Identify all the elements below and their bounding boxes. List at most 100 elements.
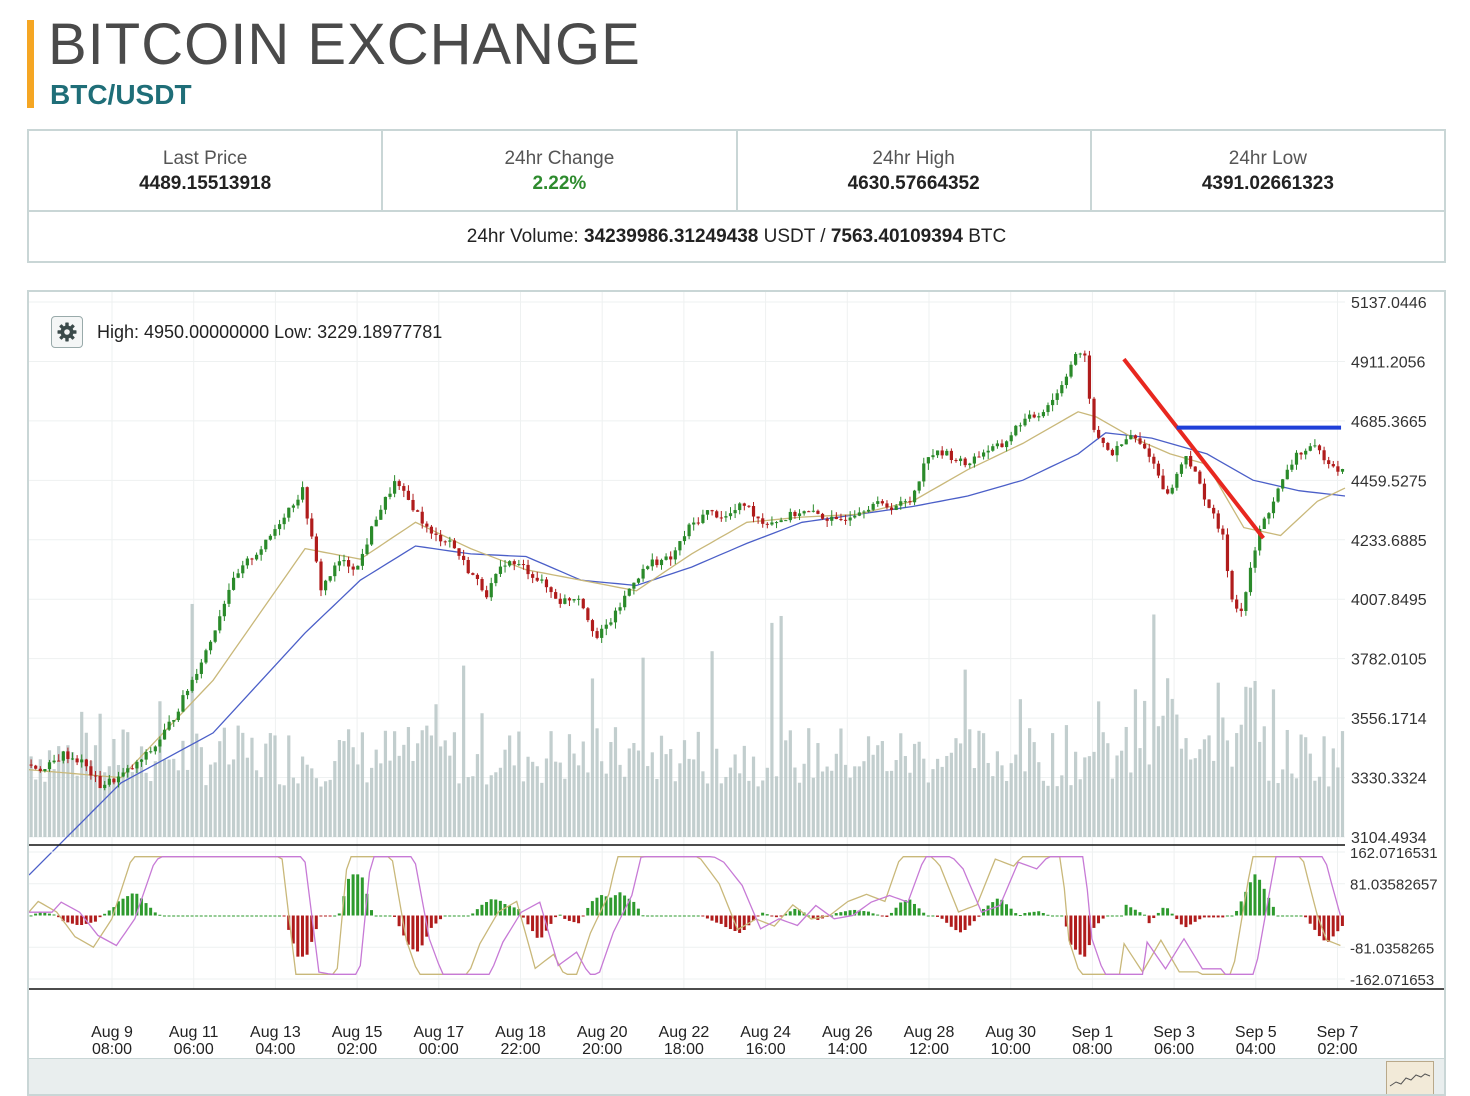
macd-histogram: [29, 874, 1344, 957]
macd-histogram-bar: [696, 915, 700, 917]
candle-body: [954, 460, 958, 462]
candle-body: [1216, 513, 1220, 529]
volume-bar: [738, 773, 742, 837]
chart-canvas[interactable]: 5137.0446 4911.2056 4685.3665 4459.5275 4233…: [29, 292, 1446, 1058]
volume-bar: [1106, 743, 1110, 837]
volume-bar: [1258, 741, 1262, 837]
volume-bar: [1166, 678, 1170, 837]
x-axis-time-label: 06:00: [1154, 1041, 1194, 1058]
macd-histogram-bar: [181, 915, 185, 917]
candle-body: [57, 760, 61, 762]
macd-histogram-bar: [535, 915, 539, 938]
macd-histogram-bar: [701, 915, 705, 917]
candle-body: [300, 487, 305, 500]
volume-bar: [1202, 739, 1207, 837]
x-axis-time-label: 02:00: [337, 1041, 377, 1058]
macd-histogram-bar: [678, 915, 682, 917]
candle-body: [406, 490, 411, 500]
macd-histogram-bar: [1106, 915, 1110, 917]
macd-histogram-bar: [1184, 915, 1188, 928]
macd-histogram-bar: [1156, 912, 1160, 916]
volume-bar: [52, 769, 56, 837]
volume-bar: [425, 725, 429, 837]
macd-histogram-bar: [609, 897, 613, 916]
macd-histogram-bar: [448, 915, 452, 917]
candle-body: [34, 765, 38, 769]
candle-body: [310, 518, 314, 537]
volume-bar: [47, 750, 52, 837]
volume-bar: [949, 752, 953, 837]
candle-body: [153, 746, 157, 752]
volume-bar: [678, 763, 682, 837]
macd-histogram-bar: [489, 899, 493, 916]
macd-histogram-bar: [894, 907, 898, 916]
stat-value: 4630.57664352: [847, 173, 980, 194]
candle-body: [531, 574, 535, 578]
volume-usdt-unit: USDT /: [763, 226, 826, 247]
candle-body: [231, 577, 236, 590]
volume-bar: [185, 769, 190, 837]
volume-bar: [728, 767, 733, 837]
candle-body: [374, 519, 378, 527]
macd-histogram-bar: [158, 914, 162, 916]
volume-bar: [1248, 687, 1253, 837]
candle-body: [682, 536, 687, 542]
volume-bar: [287, 735, 291, 837]
volume-bar: [1101, 732, 1105, 837]
candle-body: [940, 450, 944, 456]
candle-body: [517, 564, 521, 566]
x-axis-time-label: 04:00: [255, 1041, 295, 1058]
macd-histogram-bar: [1004, 904, 1008, 916]
macd-histogram-bar: [471, 913, 475, 916]
volume-bar: [383, 730, 388, 837]
volume-bar: [411, 760, 415, 837]
x-axis-time-label: 12:00: [909, 1041, 949, 1058]
macd-histogram-bar: [646, 915, 650, 917]
candle-body: [797, 513, 802, 517]
candle-body: [498, 566, 503, 574]
macd-histogram-bar: [38, 911, 42, 916]
macd-axis-label: -162.071653: [1350, 972, 1434, 989]
macd-histogram-bar: [931, 915, 935, 917]
volume-bar: [889, 770, 894, 837]
macd-histogram-bar: [351, 874, 355, 916]
macd-histogram-bar: [218, 915, 222, 917]
macd-histogram-bar: [724, 915, 728, 928]
chart-settings-button[interactable]: [51, 316, 83, 348]
macd-histogram-bar: [623, 895, 627, 916]
candle-body: [935, 450, 940, 456]
volume-bar: [968, 729, 972, 837]
volume-bar: [1216, 682, 1220, 837]
candle-body: [719, 517, 723, 519]
candle-body: [388, 493, 392, 497]
volume-bar: [61, 755, 65, 837]
macd-histogram-bar: [388, 915, 392, 917]
macd-histogram-bar: [1198, 915, 1202, 920]
price-chart[interactable]: 5137.0446 4911.2056 4685.3665 4459.5275 4233…: [27, 290, 1446, 1096]
macd-histogram-bar: [508, 905, 512, 916]
macd-histogram-bar: [1166, 908, 1170, 916]
macd-histogram-bar: [1124, 904, 1128, 916]
candle-body: [1235, 599, 1239, 609]
macd-histogram-bar: [664, 915, 668, 917]
volume-bar: [558, 762, 562, 837]
macd-histogram-bar: [439, 915, 443, 920]
macd-histogram-bar: [756, 915, 760, 917]
macd-histogram-bar: [103, 913, 107, 916]
candle-body: [742, 503, 746, 506]
volume-bar: [595, 728, 599, 837]
volume-bar: [788, 730, 792, 837]
volume-bar: [972, 768, 976, 837]
volume-bar: [420, 730, 424, 837]
volume-bar: [935, 758, 940, 837]
macd-histogram-bar: [360, 877, 364, 916]
volume-bar: [310, 768, 314, 837]
volume-bar: [144, 772, 148, 837]
volume-bar: [264, 743, 268, 837]
chart-navigator[interactable]: [29, 1058, 1444, 1094]
navigator-thumbnail[interactable]: [1386, 1061, 1434, 1094]
volume-bar: [112, 738, 116, 837]
macd-histogram-bar: [715, 915, 719, 923]
candle-body: [1120, 444, 1124, 446]
stat-value: 2.22%: [532, 173, 587, 194]
